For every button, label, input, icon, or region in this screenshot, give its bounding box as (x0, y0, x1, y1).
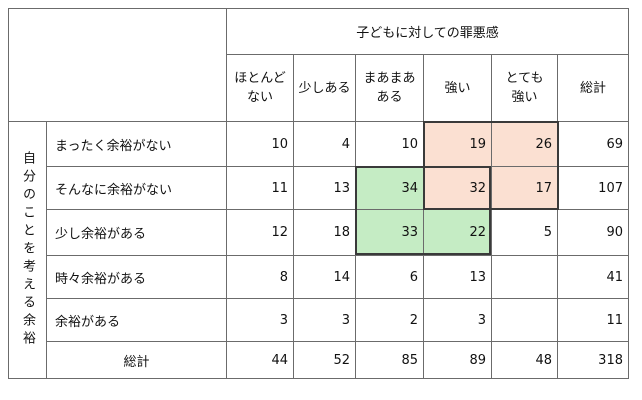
table-cell-grand-total: 318 (558, 342, 629, 379)
cross-table: 子どもに対しての罪悪感 ほとんど ない 少しある まあまあ ある 強い とても … (8, 8, 629, 379)
total-row-label: 総計 (47, 342, 227, 379)
table-cell: 3 (294, 299, 356, 342)
table-title: 子どもに対しての罪悪感 (227, 9, 629, 55)
row-label: そんなに余裕がない (47, 167, 227, 210)
table-cell-total: 89 (424, 342, 492, 379)
table-cell-total: 69 (558, 122, 629, 167)
table-cell: 10 (227, 122, 294, 167)
table-cell: 3 (227, 299, 294, 342)
row-label: 余裕がある (47, 299, 227, 342)
col-header-tsuyoi: 強い (424, 55, 492, 122)
table-cell: 6 (356, 256, 424, 299)
table-cell-total: 44 (227, 342, 294, 379)
table-cell: 18 (294, 210, 356, 256)
table-cell-highlight-green: 22 (424, 210, 492, 256)
col-header-hotondonai: ほとんど ない (227, 55, 294, 122)
table-cell: 14 (294, 256, 356, 299)
table-cell-total: 41 (558, 256, 629, 299)
table-cell: 8 (227, 256, 294, 299)
row-label: 少し余裕がある (47, 210, 227, 256)
col-header-sukoshiaru: 少しある (294, 55, 356, 122)
col-header-totemotsuyoi: とても 強い (492, 55, 558, 122)
table-cell-highlight-green: 34 (356, 167, 424, 210)
table-cell-highlight-pink: 32 (424, 167, 492, 210)
table-cell (492, 256, 558, 299)
table-cell: 3 (424, 299, 492, 342)
row-group-label: 自分のことを考える余裕 (9, 122, 47, 379)
table-cell-highlight-pink: 19 (424, 122, 492, 167)
row-label: 時々余裕がある (47, 256, 227, 299)
table-cell: 12 (227, 210, 294, 256)
table-cell: 2 (356, 299, 424, 342)
table-cell-total: 48 (492, 342, 558, 379)
table-cell-total: 52 (294, 342, 356, 379)
table-cell-highlight-green: 33 (356, 210, 424, 256)
col-header-total: 総計 (558, 55, 629, 122)
table-cell-total: 85 (356, 342, 424, 379)
table-cell: 5 (492, 210, 558, 256)
table-cell: 13 (294, 167, 356, 210)
table-cell-total: 90 (558, 210, 629, 256)
table-cell-total: 11 (558, 299, 629, 342)
col-header-maamaaaru: まあまあ ある (356, 55, 424, 122)
table-cell: 4 (294, 122, 356, 167)
table-cell-total: 107 (558, 167, 629, 210)
row-label: まったく余裕がない (47, 122, 227, 167)
table-cell-highlight-pink: 26 (492, 122, 558, 167)
table-cell-highlight-pink: 17 (492, 167, 558, 210)
corner-cell (9, 9, 227, 122)
table-cell: 11 (227, 167, 294, 210)
table-cell (492, 299, 558, 342)
table-cell: 10 (356, 122, 424, 167)
table-cell: 13 (424, 256, 492, 299)
